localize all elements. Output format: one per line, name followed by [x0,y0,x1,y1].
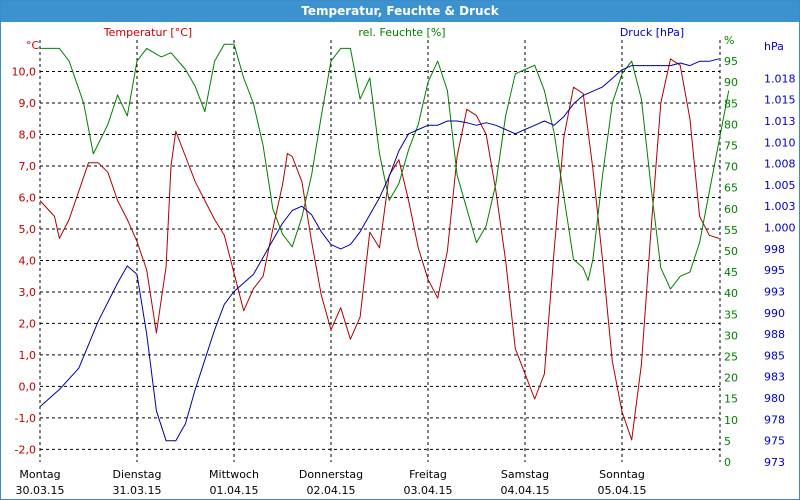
pressure-tick-label: 1.005 [764,179,796,192]
x-date-label: 31.03.15 [113,484,162,497]
pressure-tick-label: 973 [764,456,785,469]
humidity-tick-label: 90 [724,76,738,89]
x-date-label: 05.04.15 [598,484,647,497]
temp-tick-label: 0,0 [19,380,37,393]
humidity-tick-label: 25 [724,351,738,364]
series-layer [39,43,730,442]
x-date-label: 03.04.15 [404,484,453,497]
humidity-tick-label: 40 [724,287,738,300]
x-date-label: 01.04.15 [210,484,259,497]
humidity-tick-label: 80 [724,118,738,131]
x-day-label: Samstag [501,468,549,481]
grid [39,40,721,462]
x-date-label: 02.04.15 [307,484,356,497]
pressure-tick-label: 988 [764,328,785,341]
pressure-tick-label: 995 [764,264,785,277]
x-date-label: 30.03.15 [16,484,65,497]
humidity-tick-label: 95 [724,55,738,68]
temp-tick-label: -2,0 [15,443,36,456]
humidity-tick-label: 30 [724,329,738,342]
pressure-tick-label: 983 [764,371,785,384]
temp-axis-title: Temperatur [°C] [103,26,192,39]
temp-tick-label: 6,0 [19,191,37,204]
humidity-tick-label: 60 [724,203,738,216]
humidity-tick-label: 0 [724,456,731,469]
pressure-tick-label: 975 [764,435,785,448]
pressure-tick-label: 998 [764,243,785,256]
temp-tick-label: -1,0 [15,412,36,425]
humidity-tick-label: 35 [724,308,738,321]
pressure-axis: 973 975 978 980 983 985 988 990 993 995 998 1.000 1.… [764,40,796,469]
x-day-label: Mittwoch [209,468,259,481]
temp-tick-label: 4,0 [19,254,37,267]
series-line-temp [39,58,720,441]
pressure-tick-label: 1.008 [764,158,796,171]
pressure-unit-label: hPa [764,40,784,53]
temp-tick-label: 3,0 [19,286,37,299]
x-day-label: Montag [19,468,60,481]
temp-tick-label: 8,0 [19,128,37,141]
temp-tick-label: 7,0 [19,160,37,173]
pressure-tick-label: 985 [764,349,785,362]
temperature-axis: -2,0 -1,0 0,0 1,0 2,0 3,0 4,0 5,0 6,0 7,0 8,0 9,0 10… [12,39,40,456]
humidity-tick-label: 70 [724,161,738,174]
pressure-tick-label: 978 [764,413,785,426]
x-day-label: Dienstag [112,468,161,481]
humidity-tick-label: 55 [724,224,738,237]
humidity-tick-label: 20 [724,372,738,385]
humidity-tick-label: 45 [724,266,738,279]
pressure-tick-label: 1.010 [764,136,796,149]
pressure-tick-label: 1.018 [764,72,796,85]
chart-title: Temperatur, Feuchte & Druck [301,4,499,18]
humidity-tick-label: 5 [724,435,731,448]
x-day-label: Freitag [409,468,447,481]
humidity-tick-label: 10 [724,414,738,427]
humidity-tick-label: 65 [724,182,738,195]
pressure-axis-title: Druck [hPa] [620,26,684,39]
humidity-axis-title: rel. Feuchte [%] [358,26,445,39]
title-bar: Temperatur, Feuchte & Druck [1,1,799,22]
temp-tick-label: 10,0 [12,65,37,78]
x-day-label: Sonntag [599,468,645,481]
series-line-press [39,58,720,442]
pressure-tick-label: 1.003 [764,200,796,213]
humidity-tick-label: 15 [724,393,738,406]
humidity-axis: 0 5 10 15 20 25 30 35 40 45 50 55 60 65 70 75 80 85 90 95% [724,34,738,469]
pressure-tick-label: 1.013 [764,115,796,128]
pressure-tick-label: 1.000 [764,222,796,235]
temp-tick-label: 1,0 [19,349,37,362]
temp-unit-label: °C [26,39,40,52]
humidity-tick-label: 75 [724,140,738,153]
humidity-tick-label: 50 [724,245,738,258]
x-axis: Montag 30.03.15 Dienstag 31.03.15 Mittwoch 01… [16,468,647,497]
x-day-label: Donnerstag [299,468,363,481]
humidity-tick-label: % [724,34,734,47]
pressure-tick-label: 990 [764,307,785,320]
pressure-tick-label: 1.015 [764,94,796,107]
temp-tick-label: 9,0 [19,97,37,110]
pressure-tick-label: 993 [764,285,785,298]
series-line-hum [40,43,730,290]
humidity-tick-label: 85 [724,97,738,110]
pressure-tick-label: 980 [764,392,785,405]
axis-titles: Temperatur [°C] rel. Feuchte [%] Druck [hP… [103,26,684,39]
temp-tick-label: 2,0 [19,317,37,330]
temp-tick-label: 5,0 [19,223,37,236]
x-date-label: 04.04.15 [501,484,550,497]
